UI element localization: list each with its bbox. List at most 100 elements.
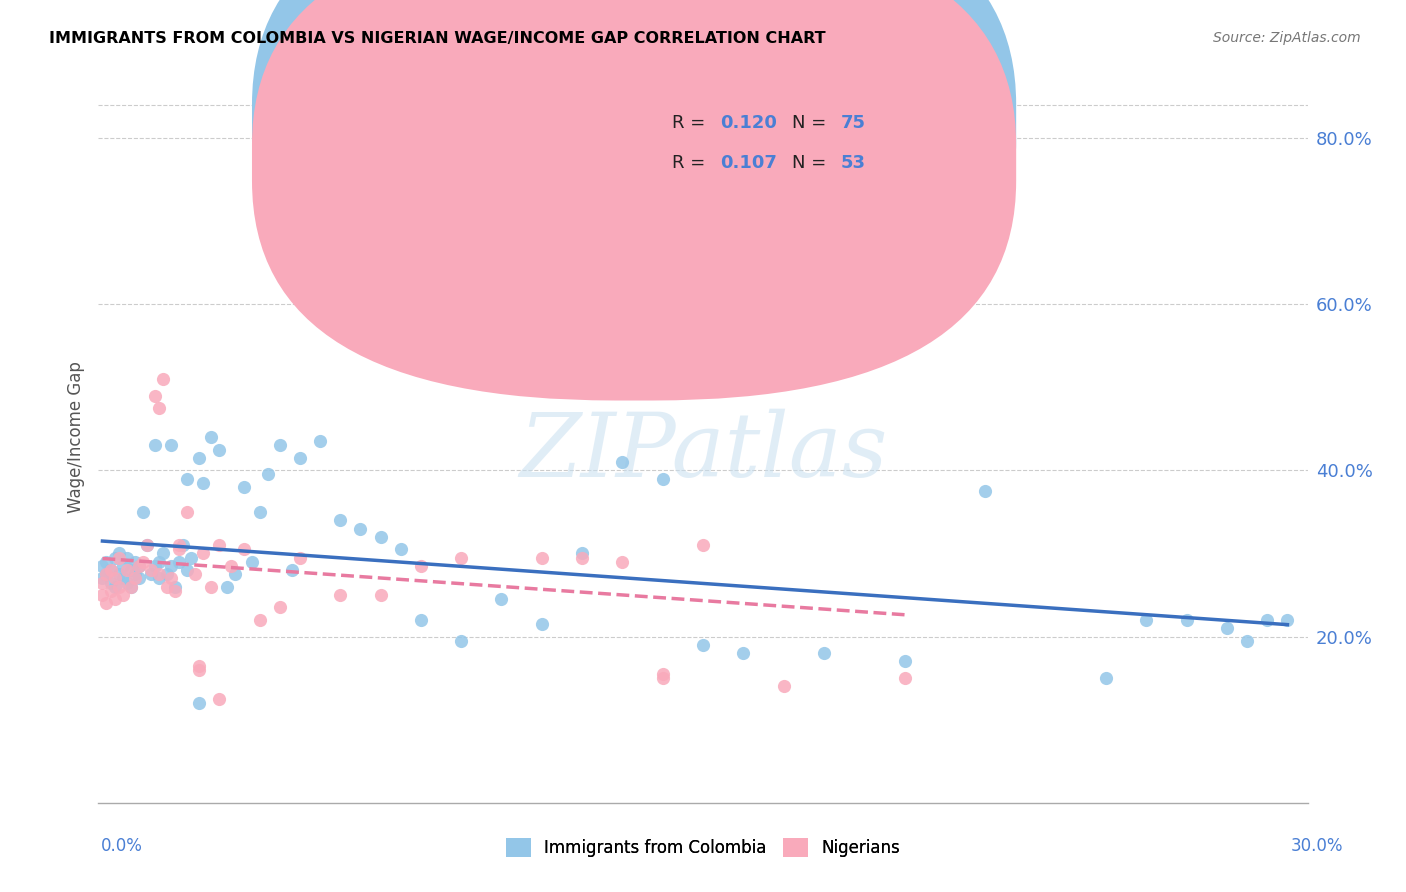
Text: 53: 53 bbox=[841, 153, 866, 172]
Point bbox=[288, 550, 311, 565]
FancyBboxPatch shape bbox=[252, 0, 1017, 360]
Point bbox=[111, 571, 134, 585]
Text: 75: 75 bbox=[841, 113, 866, 131]
Point bbox=[132, 555, 155, 569]
Point bbox=[111, 588, 134, 602]
Point bbox=[148, 571, 170, 585]
Point bbox=[188, 658, 211, 673]
Point bbox=[692, 538, 714, 552]
Point bbox=[103, 550, 125, 565]
Point bbox=[135, 538, 157, 552]
Point bbox=[160, 558, 183, 573]
Point bbox=[100, 583, 122, 598]
Point bbox=[450, 633, 472, 648]
Point bbox=[370, 588, 392, 602]
Point bbox=[91, 575, 114, 590]
Point bbox=[124, 571, 146, 585]
Point bbox=[172, 538, 194, 552]
Point bbox=[152, 372, 174, 386]
Point bbox=[309, 434, 332, 449]
Point bbox=[409, 613, 432, 627]
Point bbox=[450, 230, 472, 244]
Point bbox=[156, 567, 179, 582]
Point bbox=[893, 655, 915, 669]
Point bbox=[1216, 621, 1239, 635]
Point bbox=[139, 563, 162, 577]
Point bbox=[1095, 671, 1118, 685]
Point bbox=[188, 663, 211, 677]
Point bbox=[1256, 613, 1278, 627]
Point bbox=[208, 538, 231, 552]
Point bbox=[1277, 613, 1299, 627]
Point bbox=[329, 588, 352, 602]
Point bbox=[176, 563, 198, 577]
Point bbox=[651, 472, 673, 486]
Point bbox=[651, 671, 673, 685]
Point bbox=[249, 505, 271, 519]
Point bbox=[193, 475, 215, 490]
Point bbox=[128, 558, 150, 573]
Point bbox=[96, 596, 118, 610]
Point bbox=[100, 575, 122, 590]
Point bbox=[128, 571, 150, 585]
Text: 30.0%: 30.0% bbox=[1291, 837, 1343, 855]
Point bbox=[200, 430, 222, 444]
Point bbox=[103, 592, 125, 607]
Point bbox=[288, 450, 311, 465]
Point bbox=[120, 563, 142, 577]
Point bbox=[143, 388, 166, 402]
Point bbox=[571, 546, 593, 560]
Point bbox=[156, 580, 179, 594]
Point bbox=[167, 555, 190, 569]
Point bbox=[103, 580, 125, 594]
Point bbox=[612, 455, 634, 469]
Text: N =: N = bbox=[793, 153, 832, 172]
Point bbox=[733, 646, 755, 660]
Point bbox=[188, 696, 211, 710]
Point bbox=[163, 583, 186, 598]
Point bbox=[91, 588, 114, 602]
Point bbox=[180, 550, 202, 565]
Point bbox=[148, 567, 170, 582]
Point bbox=[224, 567, 246, 582]
Point bbox=[96, 567, 118, 582]
Point bbox=[107, 580, 129, 594]
Point bbox=[491, 592, 513, 607]
Point bbox=[1135, 613, 1157, 627]
Text: R =: R = bbox=[672, 113, 710, 131]
Point bbox=[100, 563, 122, 577]
Text: ZIPatlas: ZIPatlas bbox=[519, 409, 887, 495]
Point bbox=[200, 580, 222, 594]
Point bbox=[217, 580, 239, 594]
Point bbox=[232, 542, 254, 557]
Point bbox=[389, 542, 412, 557]
Point bbox=[813, 646, 835, 660]
Point bbox=[107, 546, 129, 560]
Point bbox=[184, 567, 207, 582]
Point bbox=[240, 555, 263, 569]
Point bbox=[329, 513, 352, 527]
Point bbox=[124, 555, 146, 569]
Text: Source: ZipAtlas.com: Source: ZipAtlas.com bbox=[1213, 31, 1361, 45]
Point bbox=[115, 563, 138, 577]
FancyBboxPatch shape bbox=[252, 0, 1017, 401]
Point bbox=[107, 567, 129, 582]
Point bbox=[103, 571, 125, 585]
Point bbox=[163, 580, 186, 594]
Point bbox=[132, 505, 155, 519]
Point bbox=[692, 638, 714, 652]
Point bbox=[1236, 633, 1258, 648]
Point bbox=[370, 530, 392, 544]
Point bbox=[256, 467, 278, 482]
Text: R =: R = bbox=[672, 153, 710, 172]
Point bbox=[111, 558, 134, 573]
Y-axis label: Wage/Income Gap: Wage/Income Gap bbox=[66, 361, 84, 513]
Legend: Immigrants from Colombia, Nigerians: Immigrants from Colombia, Nigerians bbox=[499, 831, 907, 864]
Point bbox=[91, 558, 114, 573]
Point bbox=[100, 563, 122, 577]
Point bbox=[167, 538, 190, 552]
Point bbox=[160, 438, 183, 452]
Point bbox=[571, 550, 593, 565]
Point bbox=[232, 480, 254, 494]
FancyBboxPatch shape bbox=[595, 86, 963, 192]
